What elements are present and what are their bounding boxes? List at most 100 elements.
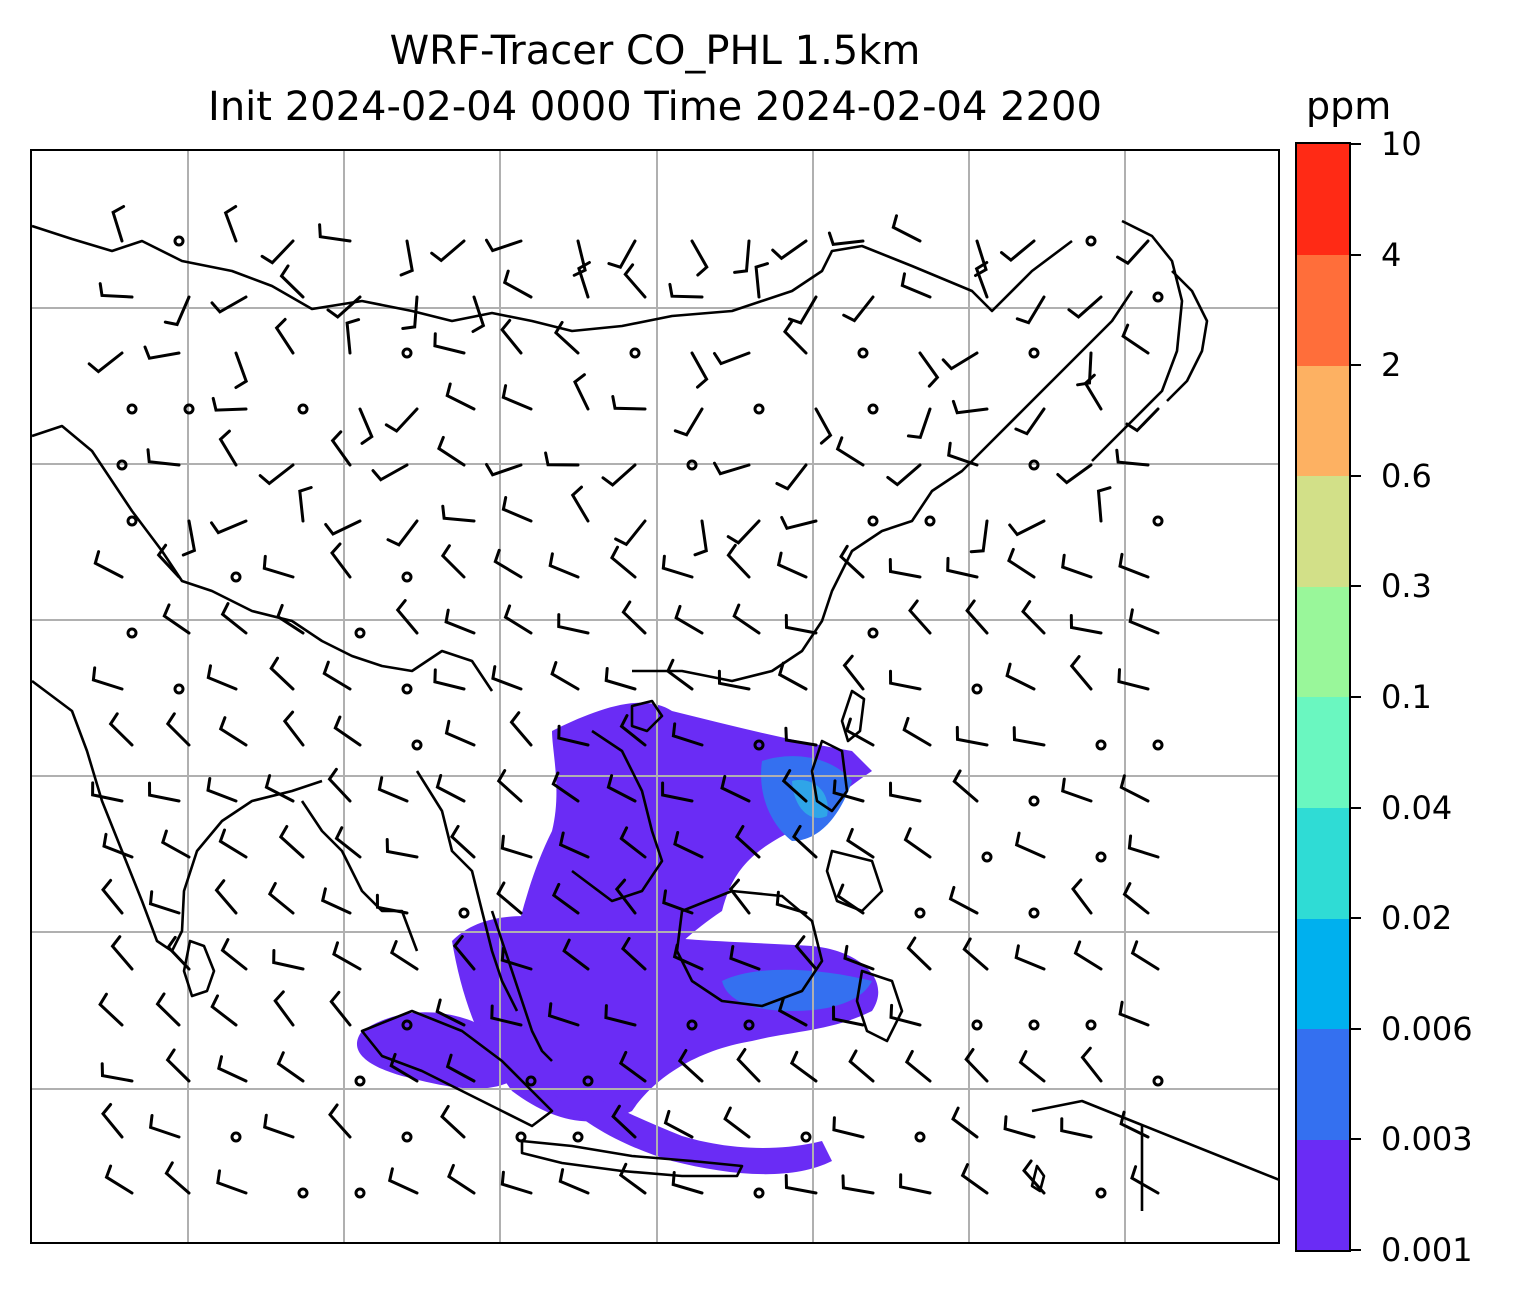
calm-wind-marker [297, 1187, 309, 1199]
wind-barb [216, 1169, 248, 1195]
wind-barb [661, 781, 694, 803]
wind-barb [1127, 834, 1160, 859]
wind-barb [777, 661, 808, 691]
wind-barb [274, 317, 295, 355]
wind-barb [784, 726, 818, 747]
wind-barb [621, 600, 647, 635]
wind-barb [784, 1174, 818, 1195]
wind-barb [258, 463, 295, 486]
wind-barb [843, 944, 875, 971]
wind-barb [726, 519, 761, 545]
calm-wind-marker [1152, 515, 1164, 527]
calm-wind-marker [572, 1131, 584, 1143]
coastlines-borders [32, 219, 1278, 1211]
wind-barb [960, 1163, 989, 1195]
calm-wind-marker [297, 403, 309, 415]
wind-barb [690, 239, 709, 277]
wind-barb [267, 881, 295, 915]
wind-barb [218, 828, 248, 859]
colorbar-band [1297, 918, 1349, 1030]
wind-barb [493, 548, 523, 579]
calm-wind-marker [1095, 851, 1107, 863]
wind-barb [619, 714, 647, 747]
calm-wind-marker [458, 907, 470, 919]
calm-wind-marker [1152, 739, 1164, 751]
wind-barb [776, 551, 808, 579]
calm-wind-marker [1028, 907, 1040, 919]
wind-barb [1061, 553, 1093, 579]
wind-barb [558, 831, 590, 859]
wind-barb [1005, 662, 1036, 691]
calm-wind-marker [126, 403, 138, 415]
wind-barb [449, 824, 476, 859]
java [520, 1139, 744, 1178]
wind-barb [720, 774, 751, 803]
wind-barb [389, 940, 419, 971]
wind-barb [1130, 940, 1160, 971]
myanmar-thai-coast [415, 770, 519, 1012]
wind-barb [452, 935, 476, 971]
wind-barb [947, 441, 979, 467]
wind-barb [1073, 940, 1103, 971]
wind-barb [841, 1174, 875, 1195]
wind-barb [500, 834, 533, 859]
colorbar-tick-mark [1351, 1249, 1361, 1251]
wind-barb [101, 1103, 124, 1139]
wind-barb [846, 827, 875, 859]
wind-barb [1121, 323, 1150, 355]
calm-wind-marker [753, 403, 765, 415]
calm-wind-marker [1152, 1075, 1164, 1087]
wind-barb [430, 239, 466, 263]
wind-barb [604, 667, 637, 691]
wind-barb [1022, 1159, 1046, 1195]
wind-barb [148, 781, 181, 803]
wind-barb [791, 824, 818, 859]
wind-barb [1000, 239, 1036, 263]
colorbar-band [1297, 1139, 1349, 1251]
wind-barb [781, 769, 808, 803]
map-canvas [32, 151, 1278, 1242]
wind-barb [663, 1109, 694, 1139]
wind-barb [164, 1161, 191, 1195]
wind-barb [965, 599, 989, 635]
wind-barb [614, 878, 637, 915]
wind-barb [951, 399, 989, 415]
wind-barb [794, 935, 818, 971]
wind-barb [500, 318, 523, 355]
colorbar-tick-mark [1351, 1138, 1361, 1141]
wind-barb [733, 239, 751, 274]
wind-barb [777, 997, 808, 1027]
wind-barb [668, 282, 704, 299]
wind-barb [1014, 407, 1046, 436]
wind-barb [601, 463, 637, 487]
wind-barb [734, 825, 761, 859]
wind-barb [1117, 668, 1150, 691]
wind-barb [218, 716, 248, 747]
wind-barb [155, 992, 181, 1027]
wind-barb [903, 827, 932, 859]
wind-barb [775, 463, 808, 491]
wind-barb [1076, 351, 1093, 387]
calm-wind-marker [411, 739, 423, 751]
wind-barb [485, 238, 523, 253]
colorbar-band [1297, 807, 1349, 919]
wind-barb [1008, 519, 1046, 537]
wind-barb [444, 719, 476, 747]
calm-wind-marker [1028, 1019, 1040, 1031]
wind-barb [234, 351, 249, 389]
wind-barb [375, 893, 409, 915]
wind-barb [888, 558, 922, 579]
wind-barb [902, 716, 932, 747]
colorbar-tick-mark [1351, 1027, 1361, 1030]
wind-barb [969, 519, 989, 554]
map-panel[interactable] [30, 149, 1280, 1244]
wind-barb [673, 407, 704, 437]
wind-barb [143, 345, 181, 360]
calm-wind-marker [981, 851, 993, 863]
colorbar-tick-mark [1351, 917, 1361, 920]
wind-barb [327, 767, 352, 803]
wind-barb [87, 351, 124, 374]
wind-barb [1116, 239, 1150, 266]
wind-barb [845, 717, 875, 747]
wind-barb [334, 826, 362, 859]
